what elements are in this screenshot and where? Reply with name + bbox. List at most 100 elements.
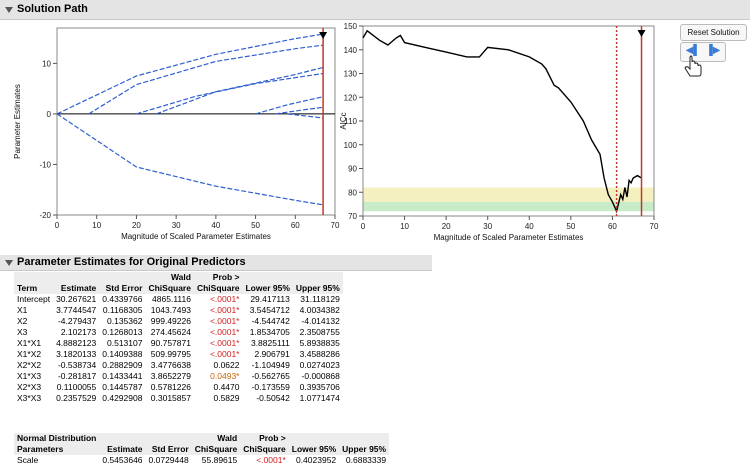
reset-solution-button[interactable]: Reset Solution xyxy=(680,24,747,41)
table-cell: Upper 95% xyxy=(342,444,387,454)
table-cell: 3.8825111 xyxy=(250,338,290,348)
table-cell xyxy=(289,433,339,444)
parameter-estimates-header[interactable]: Parameter Estimates for Original Predict… xyxy=(0,255,432,271)
table-cell xyxy=(14,272,53,283)
table-cell: 0.5829 xyxy=(213,393,240,403)
estimate-row: X1*X2 3.1820133 0.1409388 509.99795 <.0001* 2… xyxy=(14,349,343,360)
y-tick-label: 120 xyxy=(344,93,358,102)
table-cell: 4865.1116 xyxy=(152,294,191,304)
table-cell: 1043.7493 xyxy=(150,305,191,315)
section-title: Parameter Estimates for Original Predict… xyxy=(17,256,246,268)
series-line-5 xyxy=(255,96,324,115)
table-cell: 0.0729448 xyxy=(148,455,189,465)
estimate-row: X3 2.102173 0.1268013 274.45624 <.0001* 1.853… xyxy=(14,327,343,338)
table-cell: X1*X2 xyxy=(17,349,42,359)
table-cell: 0.1409388 xyxy=(102,349,143,359)
x-tick-label: 60 xyxy=(291,221,300,230)
table-cell: 0.4470 xyxy=(213,382,240,392)
x-tick-label: 30 xyxy=(483,222,492,231)
table-cell: 3.5454712 xyxy=(249,305,290,315)
series-line-2 xyxy=(88,44,324,115)
table-cell: X1*X1 xyxy=(17,338,42,348)
table-cell: 3.4776638 xyxy=(150,360,191,370)
table-cell: 0.0274023 xyxy=(299,360,340,370)
table-cell: Intercept xyxy=(17,294,51,304)
y-tick-label: 110 xyxy=(344,117,357,126)
x-tick-label: 60 xyxy=(608,222,617,231)
x-tick-label: 50 xyxy=(566,222,575,231)
disclosure-triangle-icon[interactable] xyxy=(5,260,13,266)
table-cell: Lower 95% xyxy=(245,283,290,293)
table-cell xyxy=(99,433,145,444)
table-cell: Wald xyxy=(217,433,238,443)
parameter-estimates-plot[interactable]: 0 10 20 30 40 50 60 70 10 0 -10 -20 Magnitude of Sca… xyxy=(0,19,340,259)
table-cell: 3.4588286 xyxy=(299,349,340,359)
table-cell xyxy=(99,272,145,283)
solution-path-header[interactable]: Solution Path xyxy=(0,0,750,20)
page-title: Solution Path xyxy=(17,3,88,15)
table-cell: Lower 95% xyxy=(291,444,337,454)
estimate-row: X1*X1 4.8882123 0.513107 90.757871 <.0001* 3.… xyxy=(14,338,343,349)
table-cell: 0.5781226 xyxy=(150,382,191,392)
table-cell: 0.4339766 xyxy=(102,294,143,304)
x-tick-label: 0 xyxy=(55,221,60,230)
table-cell: 274.45624 xyxy=(150,327,191,337)
step-forward-button[interactable]: ▐▶ xyxy=(705,45,721,56)
table-cell: Scale xyxy=(17,455,39,465)
table-cell: -0.173559 xyxy=(251,382,290,392)
table-cell: 4.0034382 xyxy=(299,305,340,315)
x-tick-label: 50 xyxy=(251,221,260,230)
table-cell: 5.8938835 xyxy=(299,338,340,348)
aicc-plot[interactable]: 0 10 20 30 40 50 60 70 150 140 130 120 110 100 90 80 70 M… xyxy=(339,19,680,259)
table-cell: -0.562765 xyxy=(251,371,290,381)
distribution-row: Scale 0.5453646 0.0729448 55.89615 <.0001* 0.… xyxy=(14,455,389,466)
table-cell: 0.3015857 xyxy=(150,393,191,403)
estimate-row: X2*X3 0.1100055 0.1445787 0.5781226 0.4470 -0… xyxy=(14,382,343,393)
series-line-8 xyxy=(287,113,324,119)
table-cell: X2*X3 xyxy=(17,382,42,392)
series-line-1 xyxy=(56,33,324,115)
table-cell: -0.281817 xyxy=(57,371,97,381)
disclosure-triangle-icon[interactable] xyxy=(5,7,13,13)
table-cell: 2.906791 xyxy=(254,349,290,359)
aicc-band-yellow xyxy=(363,187,654,202)
cursor-handle-icon xyxy=(637,30,646,37)
x-tick-label: 30 xyxy=(172,221,181,230)
table-cell: 0.5453646 xyxy=(102,455,143,465)
table-cell: 0.135362 xyxy=(107,316,143,326)
table-cell: 2.3508755 xyxy=(299,327,340,337)
table-cell: <.0001* xyxy=(209,338,240,348)
table-cell: 999.49226 xyxy=(150,316,191,326)
table-cell xyxy=(293,272,343,283)
estimates-table: Wald Prob > Term Estimate Std Error ChiSquare… xyxy=(14,272,343,404)
table-cell: ChiSquare xyxy=(243,444,286,454)
y-tick-label: 140 xyxy=(344,46,358,55)
plot-frame xyxy=(56,27,336,216)
step-back-button[interactable]: ◀▌ xyxy=(685,45,701,56)
y-tick-label: 70 xyxy=(348,212,357,221)
aicc-band-green xyxy=(363,201,654,212)
x-tick-label: 0 xyxy=(361,222,366,231)
table-cell: 0.3935706 xyxy=(299,382,340,392)
estimate-row: X1 3.7744547 0.1168305 1043.7493 <.0001* 3.54… xyxy=(14,305,343,316)
x-tick-label: 10 xyxy=(92,221,101,230)
table-cell: Estimate xyxy=(60,283,97,293)
table-cell: <.0001* xyxy=(209,327,240,337)
table-cell: Prob > xyxy=(212,272,240,282)
table-cell: 0.4023952 xyxy=(295,455,337,465)
table-cell: <.0001* xyxy=(209,316,240,326)
table-cell: 0.2882909 xyxy=(102,360,143,370)
table-cell: ChiSquare xyxy=(194,444,238,454)
x-tick-label: 20 xyxy=(442,222,451,231)
table-cell: 0.0493* xyxy=(210,371,240,381)
hand-cursor-icon xyxy=(684,55,702,77)
table-cell: <.0001* xyxy=(209,349,240,359)
table-cell: Std Error xyxy=(105,283,143,293)
y-tick-label: 100 xyxy=(344,141,358,150)
table-cell xyxy=(146,433,192,444)
table-cell: X2 xyxy=(17,316,28,326)
distribution-table: Normal Distribution Wald Prob > Parameters E… xyxy=(14,433,390,466)
table-cell: 55.89615 xyxy=(201,455,238,465)
table-cell: 0.513107 xyxy=(107,338,143,348)
table-cell: 1.0771474 xyxy=(299,393,340,403)
